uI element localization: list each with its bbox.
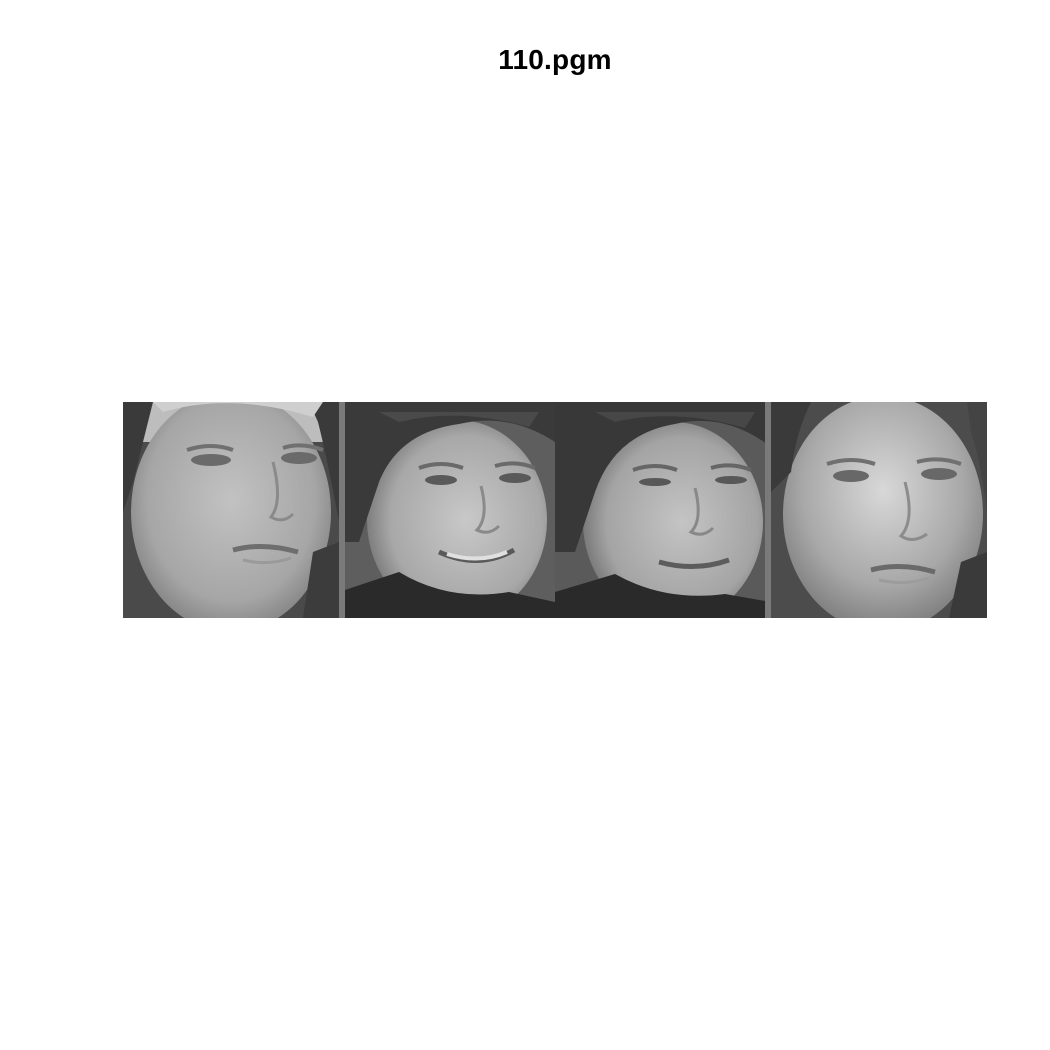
face-montage [123,402,987,618]
face-photo-3 [555,402,771,618]
face-photo-2 [339,402,555,618]
figure-title: 110.pgm [498,44,612,75]
face-photo-1 [123,402,339,618]
face-photo-4 [771,402,987,618]
